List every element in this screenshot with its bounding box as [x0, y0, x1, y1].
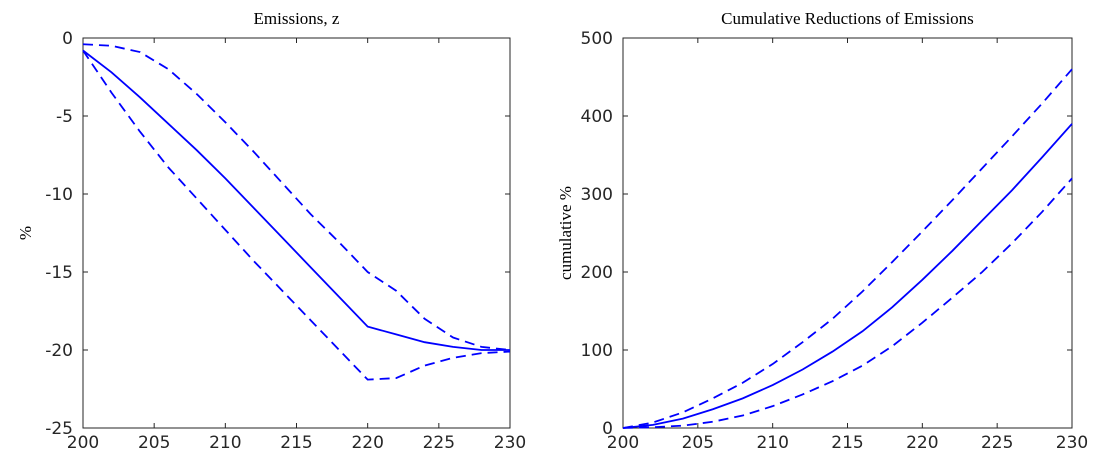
x-tick-label: 205: [682, 433, 714, 453]
y-tick-label: 500: [581, 29, 613, 49]
y-tick-label: -25: [45, 419, 73, 439]
x-tick-label: 220: [906, 433, 938, 453]
y-tick-label: 0: [62, 29, 73, 49]
x-tick-label: 225: [981, 433, 1013, 453]
x-tick-label: 210: [756, 433, 788, 453]
x-tick-label: 230: [494, 433, 526, 453]
axes-box: [82, 37, 511, 429]
x-tick-label: 200: [607, 433, 639, 453]
x-tick-label: 200: [67, 433, 99, 453]
y-tick-label: -15: [45, 263, 73, 283]
x-tick-label: 215: [280, 433, 312, 453]
y-tick-label: 200: [581, 263, 613, 283]
axes-box: [622, 37, 1073, 429]
x-tick-label: 215: [831, 433, 863, 453]
y-tick-label: 400: [581, 107, 613, 127]
x-tick-label: 220: [351, 433, 383, 453]
y-tick-label: -20: [45, 341, 73, 361]
x-tick-label: 210: [209, 433, 241, 453]
chart-title: Emissions, z: [254, 9, 340, 28]
data-line: [82, 49, 511, 381]
y-tick-label: -10: [45, 185, 73, 205]
data-line: [622, 68, 1073, 429]
data-line: [82, 49, 510, 351]
y-tick-label: 300: [581, 185, 613, 205]
data-line: [82, 43, 511, 351]
y-axis-label: %: [16, 226, 35, 240]
chart-title: Cumulative Reductions of Emissions: [721, 9, 974, 28]
data-line: [622, 177, 1073, 429]
x-tick-label: 205: [138, 433, 170, 453]
y-tick-label: 100: [581, 341, 613, 361]
x-tick-label: 230: [1056, 433, 1088, 453]
x-tick-label: 225: [423, 433, 455, 453]
y-tick-label: -5: [56, 107, 73, 127]
y-tick-label: 0: [602, 419, 613, 439]
y-axis-label: cumulative %: [556, 186, 575, 280]
data-line: [622, 123, 1073, 429]
